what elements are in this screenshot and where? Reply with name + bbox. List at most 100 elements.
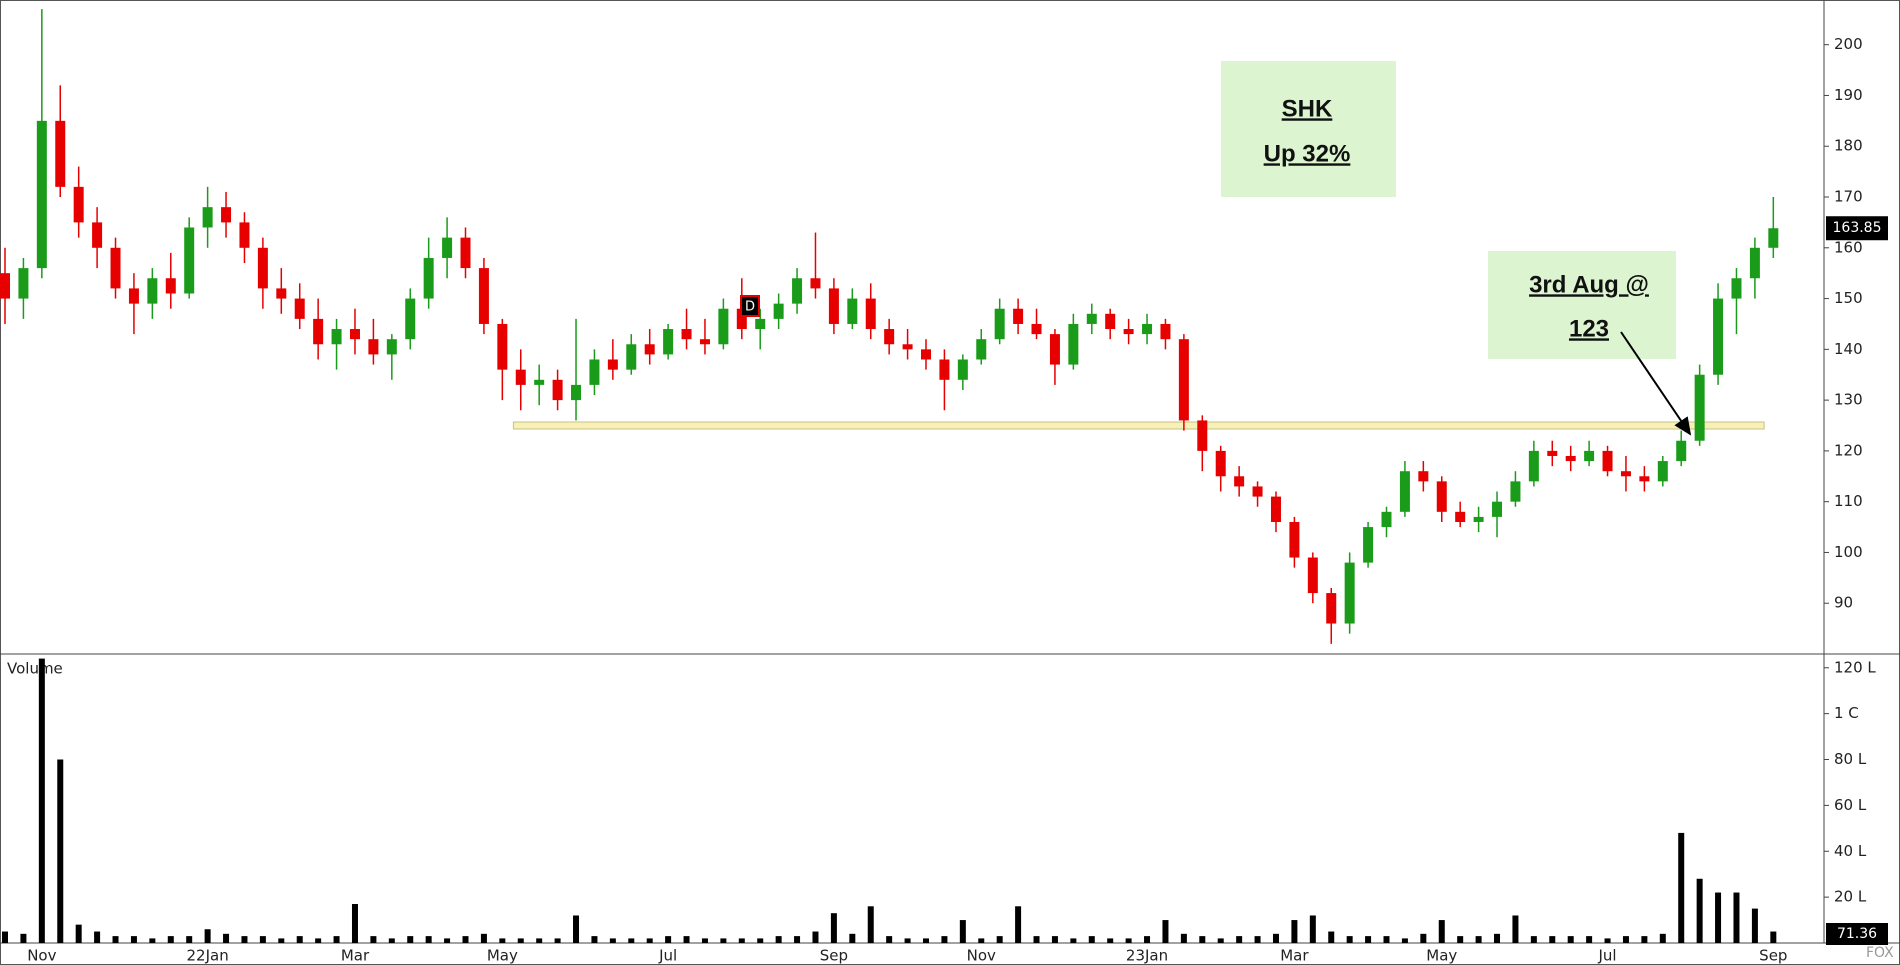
candle-body	[386, 339, 397, 355]
volume-bar	[1438, 920, 1445, 943]
x-tick-label: Nov	[27, 947, 56, 965]
volume-bar	[1236, 936, 1243, 943]
candle-body	[147, 278, 158, 304]
volume-bar	[1254, 936, 1261, 943]
candle-body	[1676, 440, 1687, 462]
volume-bar	[1401, 938, 1408, 943]
volume-bar	[1659, 933, 1666, 943]
candle-body	[202, 207, 213, 228]
candle-body	[497, 323, 508, 370]
annotation-arrow	[1620, 331, 1692, 436]
last-volume-box	[1826, 923, 1888, 945]
volume-bar	[720, 938, 727, 943]
candle-body	[165, 278, 176, 294]
candle-body	[128, 288, 139, 304]
candle-body	[921, 349, 931, 360]
candle-body	[478, 268, 489, 324]
candle-body	[0, 273, 10, 299]
volume-bar	[1070, 938, 1077, 943]
support-band	[512, 421, 1765, 430]
volume-bar	[38, 658, 45, 943]
volume-bar	[1586, 936, 1593, 943]
candle-body	[239, 222, 250, 248]
candle-body	[1399, 471, 1410, 512]
volume-bar	[20, 933, 27, 943]
last-price-box	[1826, 216, 1888, 241]
volume-bar	[849, 933, 856, 943]
volume-bar	[425, 936, 432, 943]
x-tick-label: May	[1426, 947, 1457, 965]
volume-bar	[1365, 936, 1372, 943]
candle-body	[1086, 313, 1097, 324]
last-volume-label: 71.36	[1837, 926, 1877, 942]
candle-body	[36, 120, 47, 269]
candle-body	[1528, 450, 1539, 482]
candle-body	[552, 379, 563, 401]
candle-body	[73, 186, 84, 223]
candle-body	[257, 247, 268, 289]
volume-bar	[462, 936, 469, 943]
volume-bar	[536, 938, 543, 943]
volume-bar	[112, 936, 119, 943]
candle-body	[810, 278, 821, 289]
candle-body	[1436, 481, 1447, 512]
candle-body	[18, 268, 29, 299]
y-tick-label: 160	[1834, 238, 1863, 256]
candle-body	[1013, 308, 1024, 324]
x-tick-label: 23Jan	[1126, 947, 1168, 965]
candle-body	[865, 298, 876, 330]
volume-bar	[1512, 915, 1519, 943]
candle-body	[663, 329, 674, 355]
candle-body	[828, 288, 839, 324]
candle-body	[644, 344, 655, 355]
candle-body	[902, 344, 913, 350]
volume-bar	[388, 938, 395, 943]
x-tick-label: Sep	[820, 947, 848, 965]
volume-bar	[1678, 832, 1685, 943]
volume-bar	[1199, 936, 1206, 943]
candle-body	[294, 298, 305, 319]
candle-body	[626, 344, 637, 370]
volume-tick-label: 1 C	[1834, 704, 1859, 722]
volume-bar	[223, 933, 230, 943]
candle-body	[405, 298, 416, 340]
candle-body	[460, 237, 471, 269]
volume-bar	[1751, 908, 1758, 943]
x-tick-label: Mar	[1280, 947, 1309, 965]
candle-body	[994, 308, 1005, 340]
volume-bar	[333, 936, 340, 943]
y-tick-label: 200	[1834, 35, 1863, 53]
x-tick-label: Sep	[1759, 947, 1787, 965]
volume-bar	[1088, 936, 1095, 943]
volume-bar	[241, 936, 248, 943]
volume-bar	[1015, 906, 1022, 943]
candle-body	[792, 278, 803, 304]
volume-bar	[683, 936, 690, 943]
volume-bar	[1217, 938, 1224, 943]
volume-bar	[1383, 936, 1390, 943]
volume-bar	[609, 938, 616, 943]
volume-bar	[1457, 936, 1464, 943]
y-tick-label: 100	[1834, 543, 1863, 561]
candle-body	[571, 384, 582, 401]
volume-tick-label: 120 L	[1834, 658, 1876, 676]
candle-body	[184, 227, 195, 294]
candle-body	[92, 222, 103, 248]
candle-body	[607, 359, 618, 370]
volume-bar	[996, 936, 1003, 943]
candle-body	[515, 369, 526, 385]
volume-bar	[1346, 936, 1353, 943]
candle-body	[884, 329, 895, 345]
candle-body	[589, 359, 600, 385]
y-tick-label: 120	[1834, 441, 1863, 459]
volume-bar	[278, 938, 285, 943]
volume-bar	[1733, 892, 1740, 943]
candle-body	[1620, 471, 1631, 477]
last-price-label: 163.85	[1833, 220, 1882, 236]
volume-bar	[351, 904, 358, 943]
candle-body	[276, 288, 287, 299]
candle-body	[1547, 450, 1558, 456]
candle-body	[1584, 450, 1595, 462]
